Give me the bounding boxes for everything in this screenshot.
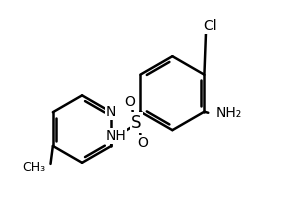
Text: N: N <box>106 105 116 119</box>
Text: NH: NH <box>106 129 126 143</box>
Text: O: O <box>124 95 135 109</box>
Text: Cl: Cl <box>204 19 217 33</box>
Text: NH₂: NH₂ <box>216 106 242 120</box>
Text: O: O <box>138 136 148 150</box>
Text: CH₃: CH₃ <box>22 161 45 174</box>
Text: S: S <box>131 114 142 132</box>
